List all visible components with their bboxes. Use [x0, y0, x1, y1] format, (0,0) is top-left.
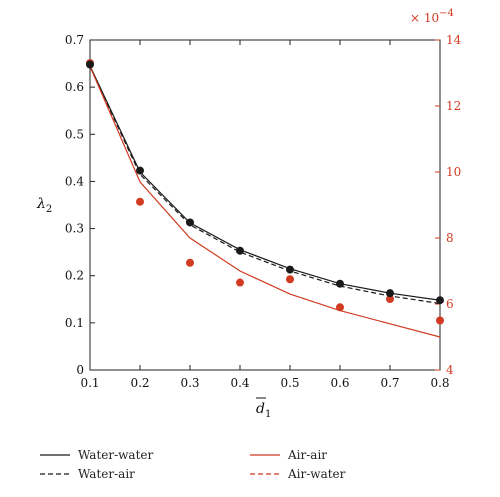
- x-tick-label: 0.6: [330, 376, 349, 390]
- x-tick-label: 0.7: [380, 376, 399, 390]
- y-tick-label: 0: [76, 363, 84, 377]
- red-marker: [336, 303, 344, 312]
- right-axis-multiplier: × 10−4: [410, 8, 454, 25]
- plot-frame: [89, 39, 441, 371]
- x-axis: 0.1 0.2 0.3 0.4 0.5 0.6 0.7 0.8: [80, 40, 450, 390]
- legend-label: Water-air: [78, 467, 135, 481]
- red-marker: [386, 295, 394, 304]
- series-line-water-air: [89, 66, 441, 305]
- series-line-air-air: [89, 66, 441, 338]
- y-tick-label: 0.2: [65, 269, 84, 283]
- red-marker: [286, 275, 294, 284]
- svg-text:d1: d1: [256, 401, 271, 420]
- y2-tick-label: 12: [446, 99, 461, 113]
- y2-tick-label: 14: [446, 33, 462, 47]
- legend-label: Air-water: [287, 467, 346, 481]
- legend-label: Water-water: [78, 448, 154, 462]
- black-marker: [436, 296, 444, 305]
- red-marker: [236, 278, 244, 287]
- y-tick-label: 0.3: [65, 222, 84, 236]
- red-marker: [436, 316, 444, 325]
- x-tick-label: 0.8: [430, 376, 449, 390]
- y2-tick-label: 6: [446, 297, 454, 311]
- right-y-axis: 4 6 8 10 12 14: [435, 33, 462, 377]
- red-marker: [136, 197, 144, 206]
- black-marker: [136, 166, 144, 175]
- series-layer: [89, 65, 441, 338]
- y-tick-label: 0.5: [65, 127, 84, 141]
- y-tick-label: 0.6: [65, 80, 84, 94]
- y2-tick-label: 10: [446, 165, 461, 179]
- black-marker: [236, 246, 244, 255]
- black-marker: [86, 60, 94, 69]
- x-tick-label: 0.5: [280, 376, 299, 390]
- black-marker: [336, 279, 344, 288]
- legend: Water-water Air-air Water-air Air-water: [40, 448, 346, 481]
- x-tick-label: 0.2: [130, 376, 149, 390]
- marker-layer: [86, 59, 444, 325]
- y-tick-label: 0.7: [65, 33, 84, 47]
- left-y-axis: 0 0.1 0.2 0.3 0.4 0.5 0.6 0.7: [65, 33, 95, 377]
- x-tick-label: 0.1: [80, 376, 99, 390]
- y2-tick-label: 8: [446, 231, 454, 245]
- black-marker: [186, 218, 194, 227]
- y-tick-label: 0.1: [65, 316, 84, 330]
- x-axis-label: d1: [256, 397, 271, 420]
- black-marker: [386, 289, 394, 298]
- black-marker: [286, 265, 294, 274]
- y-tick-label: 0.4: [65, 174, 84, 188]
- red-marker: [186, 258, 194, 267]
- legend-label: Air-air: [287, 448, 327, 462]
- x-tick-label: 0.3: [180, 376, 199, 390]
- y-axis-label: λ2: [36, 196, 52, 215]
- x-tick-label: 0.4: [230, 376, 249, 390]
- series-line-water-water: [89, 65, 441, 301]
- y2-tick-label: 4: [446, 363, 454, 377]
